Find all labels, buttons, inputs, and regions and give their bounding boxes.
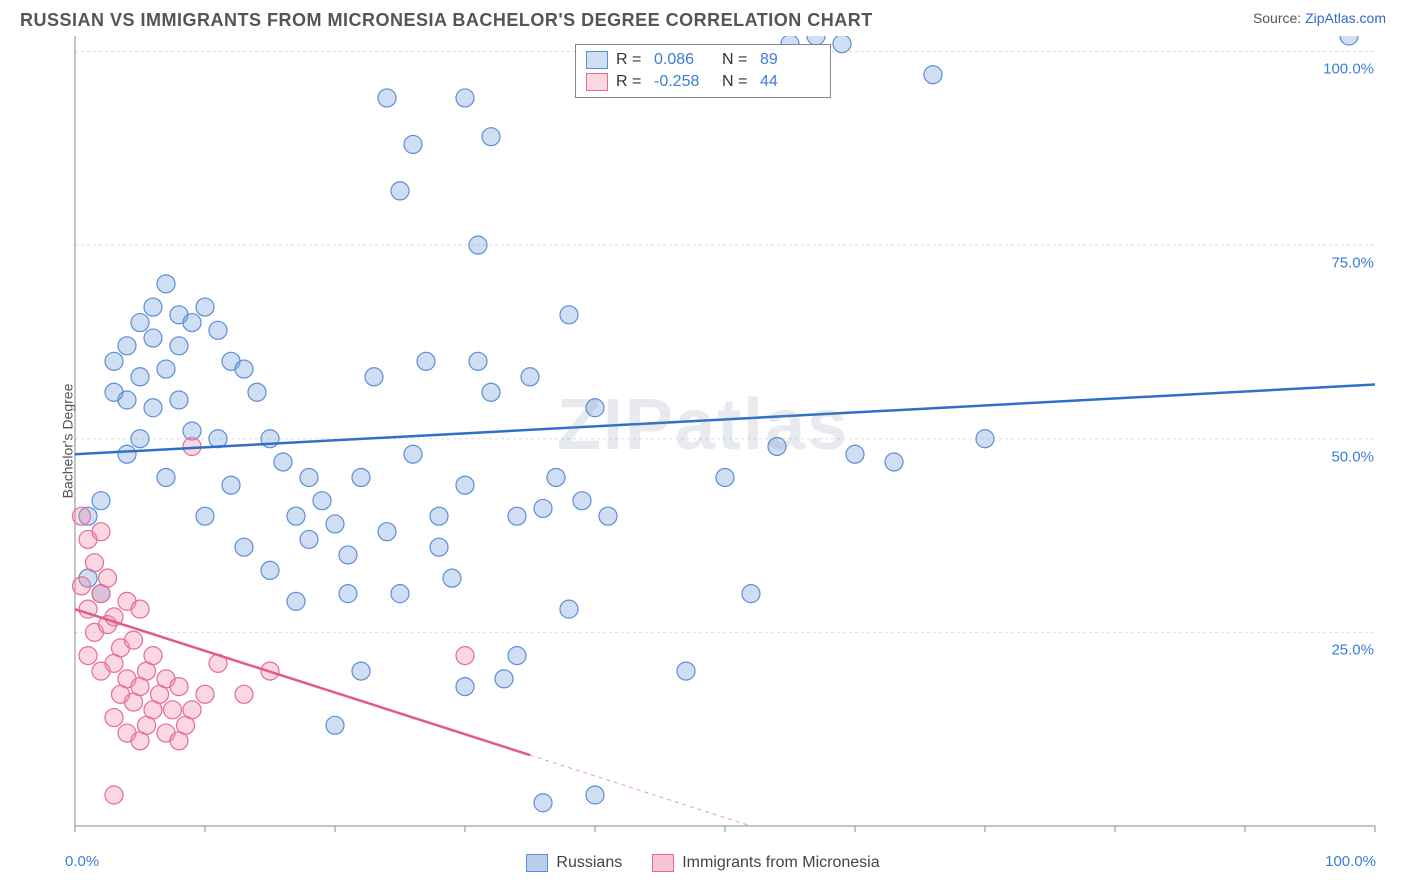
r-label: R =: [616, 51, 646, 69]
y-axis-label: Bachelor's Degree: [59, 384, 75, 499]
y-tick-label: 25.0%: [1331, 642, 1374, 659]
legend-item-russians: Russians: [526, 854, 622, 872]
n-label: N =: [722, 73, 752, 91]
legend-row-micronesia: R = -0.258 N = 44: [586, 71, 820, 93]
source-link[interactable]: ZipAtlas.com: [1305, 10, 1386, 26]
y-tick-label: 100.0%: [1323, 61, 1374, 78]
legend-item-micronesia: Immigrants from Micronesia: [652, 854, 879, 872]
legend-label-russians: Russians: [556, 854, 622, 872]
r-value-micronesia: -0.258: [654, 73, 714, 91]
y-tick-label: 50.0%: [1331, 448, 1374, 465]
y-tick-label: 75.0%: [1331, 255, 1374, 272]
legend-row-russians: R = 0.086 N = 89: [586, 49, 820, 71]
swatch-russians: [586, 51, 608, 69]
swatch-micronesia-icon: [652, 854, 674, 872]
x-axis-max-label: 100.0%: [1325, 853, 1376, 870]
source-prefix: Source:: [1253, 10, 1305, 26]
correlation-legend: R = 0.086 N = 89 R = -0.258 N = 44: [575, 44, 831, 98]
n-value-russians: 89: [760, 51, 820, 69]
n-value-micronesia: 44: [760, 73, 820, 91]
r-label: R =: [616, 73, 646, 91]
legend-label-micronesia: Immigrants from Micronesia: [682, 854, 879, 872]
scatter-plot: [20, 36, 1386, 846]
swatch-micronesia: [586, 73, 608, 91]
series-legend: Russians Immigrants from Micronesia: [0, 854, 1406, 872]
swatch-russians-icon: [526, 854, 548, 872]
n-label: N =: [722, 51, 752, 69]
r-value-russians: 0.086: [654, 51, 714, 69]
source-attribution: Source: ZipAtlas.com: [1253, 10, 1386, 26]
page-title: RUSSIAN VS IMMIGRANTS FROM MICRONESIA BA…: [20, 10, 873, 31]
chart-container: Bachelor's Degree ZIPatlas R = 0.086 N =…: [20, 36, 1386, 846]
header-bar: RUSSIAN VS IMMIGRANTS FROM MICRONESIA BA…: [0, 0, 1406, 36]
x-axis-min-label: 0.0%: [65, 853, 99, 870]
